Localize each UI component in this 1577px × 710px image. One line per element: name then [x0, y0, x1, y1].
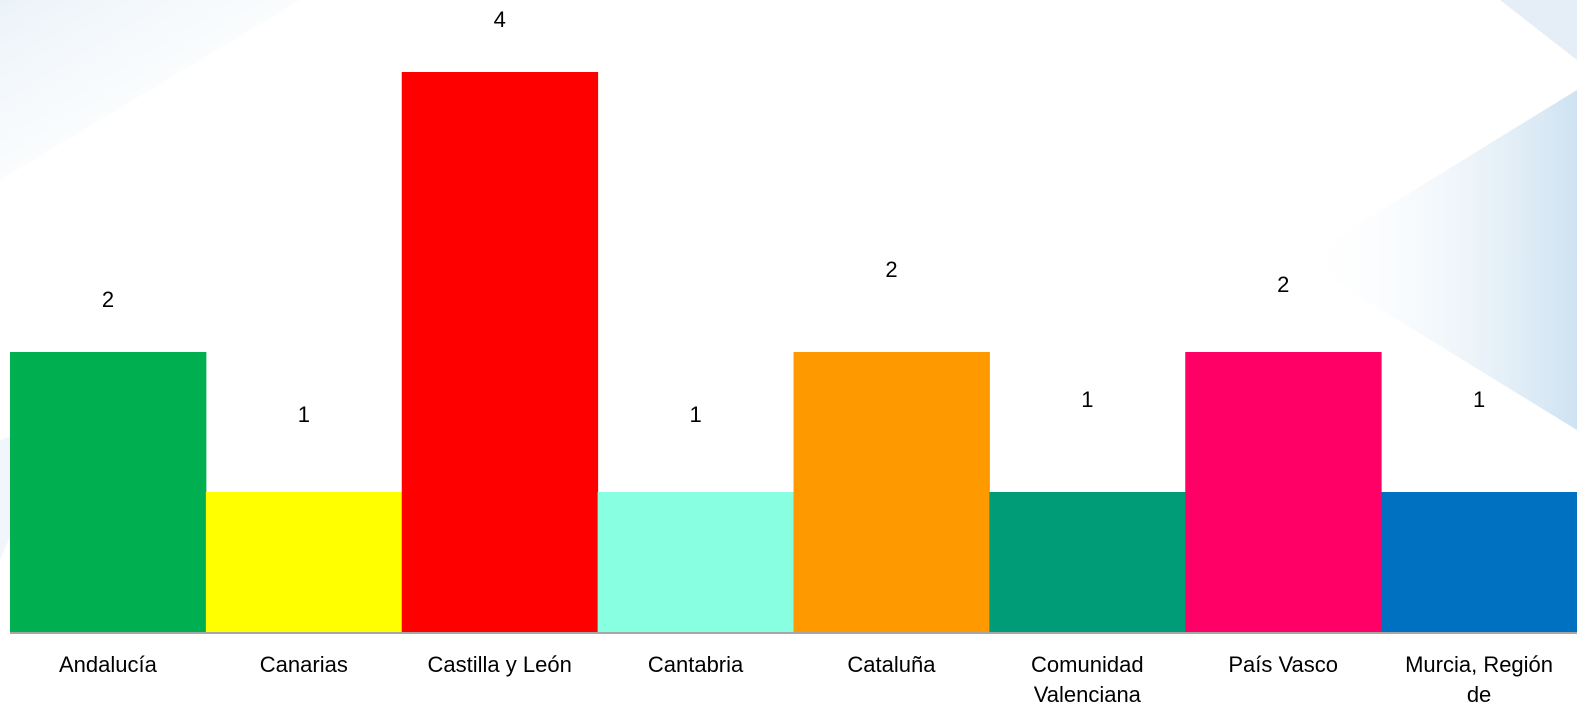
bar-4 — [793, 352, 990, 632]
bars-group — [10, 72, 1577, 632]
bar-2 — [401, 72, 599, 632]
bar-1 — [205, 492, 403, 632]
data-label-7: 1 — [1473, 387, 1485, 412]
data-labels-group: 2 1 4 1 2 1 2 1 — [102, 7, 1485, 427]
category-label-6: País Vasco — [1228, 652, 1338, 677]
category-label-7: Murcia, Región de — [1405, 652, 1553, 707]
category-label-line: Cantabria — [648, 652, 744, 677]
data-label-4: 2 — [885, 257, 897, 282]
category-label-line: Cataluña — [847, 652, 936, 677]
category-label-line: Andalucía — [59, 652, 158, 677]
category-label-line: Valenciana — [1034, 682, 1142, 707]
category-label-line: País Vasco — [1228, 652, 1338, 677]
category-label-line: Castilla y León — [428, 652, 572, 677]
category-label-line: de — [1467, 682, 1491, 707]
category-label-line: Comunidad — [1031, 652, 1144, 677]
bar-3 — [597, 492, 794, 632]
data-label-5: 1 — [1081, 387, 1093, 412]
data-label-2: 4 — [494, 7, 506, 32]
bar-5 — [989, 492, 1186, 632]
category-label-0: Andalucía — [59, 652, 158, 677]
category-labels-group: Andalucía Canarias Castilla y León Cantabri… — [59, 652, 1553, 707]
data-label-3: 1 — [689, 402, 701, 427]
category-label-2: Castilla y León — [428, 652, 572, 677]
bar-6 — [1185, 352, 1382, 632]
category-label-line: Murcia, Región — [1405, 652, 1553, 677]
category-label-5: Comunidad Valenciana — [1031, 652, 1144, 707]
data-label-1: 1 — [298, 402, 310, 427]
category-label-3: Cantabria — [648, 652, 744, 677]
bar-0 — [10, 352, 207, 632]
data-label-6: 2 — [1277, 272, 1289, 297]
bar-7 — [1381, 492, 1577, 632]
category-label-1: Canarias — [260, 652, 348, 677]
data-label-0: 2 — [102, 287, 114, 312]
category-label-4: Cataluña — [847, 652, 936, 677]
category-label-line: Canarias — [260, 652, 348, 677]
